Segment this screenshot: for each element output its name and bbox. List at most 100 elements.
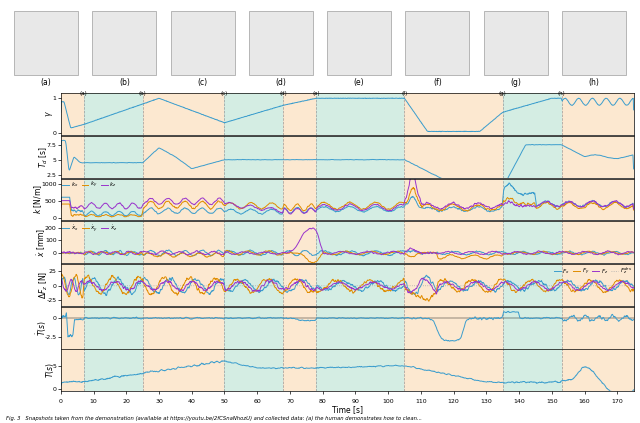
Bar bbox=[404, 221, 502, 263]
$k_x$ bbox=[240, 210, 248, 215]
Bar bbox=[171, 11, 235, 74]
Bar bbox=[61, 179, 84, 220]
Bar bbox=[561, 221, 634, 263]
$\dot{x}_x$ bbox=[203, 250, 211, 255]
Bar bbox=[404, 136, 502, 178]
Line: $\dot{x}_y$: $\dot{x}_y$ bbox=[61, 250, 634, 263]
Text: (a): (a) bbox=[80, 91, 88, 96]
$k_y$ bbox=[203, 202, 211, 207]
$F_z$ bbox=[80, 282, 88, 287]
Legend: $k_x$, $k_y$, $k_z$: $k_x$, $k_y$, $k_z$ bbox=[62, 180, 117, 191]
$F_x$ bbox=[422, 273, 430, 278]
Bar bbox=[284, 349, 316, 391]
$F_y$ bbox=[422, 298, 429, 303]
Bar bbox=[284, 221, 316, 263]
$\dot{x}_z$ bbox=[167, 253, 175, 258]
Text: (h): (h) bbox=[557, 91, 566, 96]
$F_z$ bbox=[305, 285, 312, 290]
$F_z$ bbox=[422, 278, 429, 283]
Bar bbox=[284, 264, 316, 306]
Text: Fig. 3   Snapshots taken from the demonstration (available at https://youtu.be/2: Fig. 3 Snapshots taken from the demonstr… bbox=[6, 416, 422, 421]
Bar bbox=[404, 307, 502, 349]
Bar bbox=[14, 11, 78, 74]
$\dot{x}_z$ bbox=[309, 225, 317, 231]
Text: (e): (e) bbox=[354, 78, 364, 87]
$F_y$ bbox=[58, 271, 65, 276]
$\dot{x}_z$ bbox=[57, 250, 65, 255]
Bar bbox=[284, 93, 316, 135]
$\dot{x}_x$ bbox=[57, 251, 65, 256]
Line: $F_x$: $F_x$ bbox=[61, 275, 634, 296]
Text: (g): (g) bbox=[510, 78, 521, 87]
Bar bbox=[225, 221, 284, 263]
Bar bbox=[84, 136, 143, 178]
Bar bbox=[143, 179, 225, 220]
Bar bbox=[561, 264, 634, 306]
Bar bbox=[404, 93, 502, 135]
Bar bbox=[225, 136, 284, 178]
Bar bbox=[562, 11, 626, 74]
$F_x$ bbox=[102, 293, 110, 298]
Bar bbox=[143, 136, 225, 178]
Bar bbox=[84, 93, 143, 135]
$\dot{x}_z$ bbox=[630, 250, 637, 255]
Bar bbox=[284, 179, 316, 220]
Bar bbox=[404, 264, 502, 306]
$F_y$ bbox=[240, 282, 248, 287]
Bar bbox=[502, 221, 561, 263]
Y-axis label: $T(s)$: $T(s)$ bbox=[44, 363, 56, 378]
$\dot{x}_z$ bbox=[203, 252, 211, 257]
Bar bbox=[284, 136, 316, 178]
$\dot{x}_y$ bbox=[240, 250, 248, 255]
Y-axis label: $T_d$ [s]: $T_d$ [s] bbox=[38, 146, 50, 168]
Bar bbox=[84, 349, 143, 391]
Bar bbox=[61, 221, 84, 263]
$k_x$ bbox=[506, 180, 513, 185]
Y-axis label: $\dot{T}(s)$: $\dot{T}(s)$ bbox=[35, 320, 49, 335]
Bar bbox=[284, 307, 316, 349]
$F_y$ bbox=[305, 290, 313, 295]
$\dot{x}_y$ bbox=[422, 250, 430, 255]
Bar bbox=[502, 307, 561, 349]
Y-axis label: $\Delta F_z$ [N]: $\Delta F_z$ [N] bbox=[38, 271, 50, 299]
$k_z$ bbox=[260, 207, 268, 212]
Text: (c): (c) bbox=[198, 78, 208, 87]
$\dot{x}_y$ bbox=[57, 250, 65, 255]
$k_y$ bbox=[57, 207, 65, 212]
Text: (g): (g) bbox=[499, 91, 506, 96]
$k_x$ bbox=[57, 203, 65, 208]
Line: $k_x$: $k_x$ bbox=[61, 183, 634, 216]
$\dot{x}_x$ bbox=[422, 250, 430, 255]
$\dot{x}_z$ bbox=[240, 250, 248, 255]
$\dot{x}_y$ bbox=[305, 259, 313, 264]
Bar bbox=[84, 221, 143, 263]
$\dot{x}_z$ bbox=[260, 250, 268, 255]
$F_x$ bbox=[260, 285, 268, 290]
Text: (h): (h) bbox=[588, 78, 599, 87]
Bar bbox=[316, 307, 404, 349]
$F_y$ bbox=[57, 277, 65, 282]
Bar bbox=[404, 179, 502, 220]
$F_z$ bbox=[260, 283, 268, 288]
Bar bbox=[84, 307, 143, 349]
Line: $\dot{x}_x$: $\dot{x}_x$ bbox=[61, 250, 634, 256]
Line: $\dot{x}_z$: $\dot{x}_z$ bbox=[61, 228, 634, 255]
Bar bbox=[561, 179, 634, 220]
Bar bbox=[316, 349, 404, 391]
Bar bbox=[502, 179, 561, 220]
$\dot{x}_x$ bbox=[261, 252, 269, 257]
$\dot{x}_y$ bbox=[630, 250, 637, 255]
$k_y$ bbox=[260, 205, 268, 210]
$F_z$ bbox=[57, 279, 65, 284]
Line: $F_y$: $F_y$ bbox=[61, 274, 634, 301]
Bar bbox=[143, 93, 225, 135]
Y-axis label: $k$ [N/m]: $k$ [N/m] bbox=[33, 184, 44, 214]
$k_y$ bbox=[108, 214, 115, 220]
$k_z$ bbox=[202, 198, 210, 203]
$k_z$ bbox=[287, 212, 295, 217]
$F_z^{des}$ bbox=[630, 283, 637, 288]
Y-axis label: $\dot{x}$ [mm]: $\dot{x}$ [mm] bbox=[36, 228, 49, 257]
$\dot{x}_z$ bbox=[422, 251, 430, 256]
$F_x$ bbox=[422, 274, 429, 279]
$\dot{x}_z$ bbox=[80, 251, 88, 256]
